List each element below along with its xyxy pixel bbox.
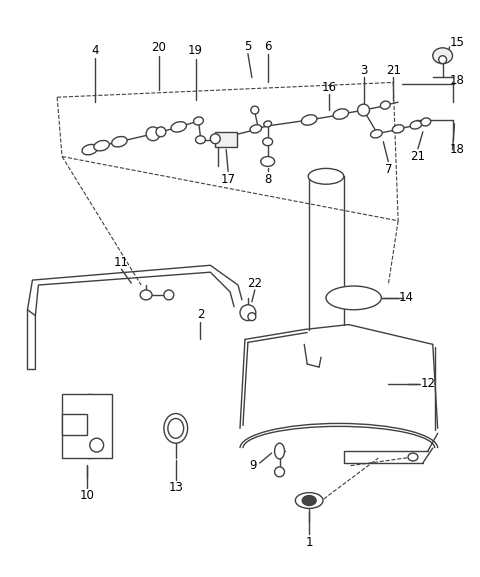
Ellipse shape [94,140,109,151]
Ellipse shape [168,418,184,439]
Ellipse shape [302,496,316,505]
Ellipse shape [195,136,205,144]
Text: 6: 6 [264,40,271,53]
Text: 2: 2 [197,308,204,321]
Bar [216,132,237,147]
Ellipse shape [251,106,259,114]
Ellipse shape [82,144,97,155]
Ellipse shape [240,305,256,321]
Ellipse shape [358,104,370,116]
Text: 14: 14 [398,291,414,305]
Ellipse shape [421,118,431,126]
Text: 7: 7 [384,163,392,176]
Text: 15: 15 [450,36,465,50]
Text: 5: 5 [244,40,252,53]
Text: 16: 16 [322,81,336,94]
Ellipse shape [275,443,285,459]
Text: 20: 20 [152,42,167,54]
Ellipse shape [410,121,422,129]
Text: 8: 8 [264,173,271,186]
Text: 21: 21 [410,150,425,163]
Bar [62,394,111,458]
Ellipse shape [164,290,174,300]
Ellipse shape [381,101,390,109]
Ellipse shape [164,414,188,443]
Ellipse shape [264,121,272,127]
Ellipse shape [250,125,262,133]
Ellipse shape [275,467,285,477]
Ellipse shape [263,138,273,145]
Ellipse shape [295,493,323,508]
Ellipse shape [261,156,275,166]
Text: 11: 11 [114,256,129,269]
Text: 21: 21 [386,64,401,77]
Ellipse shape [171,122,186,132]
Ellipse shape [392,125,404,133]
Text: 12: 12 [420,377,435,391]
Text: 13: 13 [168,481,183,494]
Ellipse shape [371,130,382,138]
Ellipse shape [248,313,256,321]
Text: 4: 4 [91,44,98,57]
Ellipse shape [210,134,220,144]
Ellipse shape [326,286,381,310]
Text: 9: 9 [249,459,257,473]
Ellipse shape [433,48,453,63]
Text: 18: 18 [450,74,465,87]
Ellipse shape [112,137,127,147]
Ellipse shape [156,127,166,137]
Ellipse shape [439,56,446,63]
Text: 10: 10 [79,489,94,502]
Ellipse shape [90,439,104,452]
Text: 1: 1 [305,535,313,549]
Text: 3: 3 [360,64,367,77]
Text: 17: 17 [221,173,236,186]
Text: 18: 18 [450,143,465,156]
Ellipse shape [193,117,204,125]
Ellipse shape [301,115,317,125]
Bar [62,414,87,435]
Ellipse shape [308,168,344,184]
Ellipse shape [333,109,348,119]
Ellipse shape [408,453,418,461]
Text: 22: 22 [247,276,263,290]
Ellipse shape [140,290,152,300]
Ellipse shape [146,127,160,141]
Text: 19: 19 [188,44,203,57]
